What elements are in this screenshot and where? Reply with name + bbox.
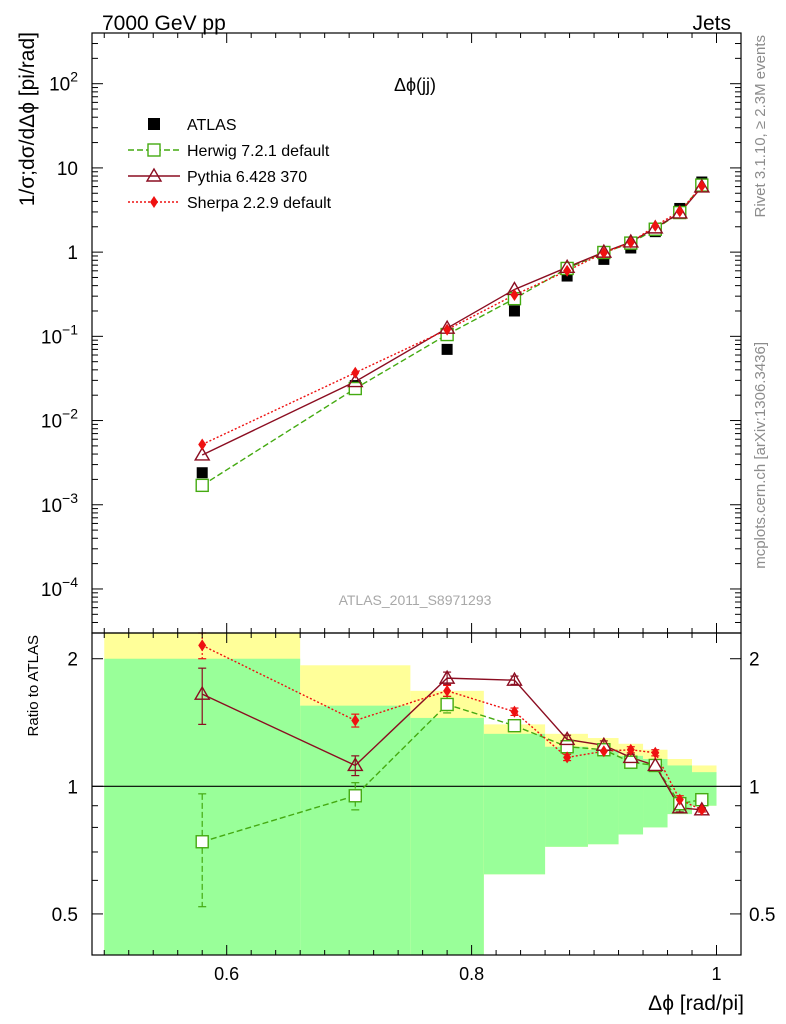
data-point-marker — [598, 253, 610, 265]
main-panel-series — [193, 176, 711, 493]
point-marker — [599, 745, 608, 758]
x-tick-label: 0.6 — [214, 964, 239, 984]
point-marker — [440, 697, 454, 712]
analysis-label: ATLAS_2011_S8971293 — [339, 592, 492, 608]
ratio-y-tick-label-right: 0.5 — [749, 905, 775, 926]
main-y-tick-label: 10−3 — [41, 490, 78, 517]
ratio-panel-frame — [91, 632, 742, 956]
ratio-series-line — [201, 677, 702, 811]
point-marker — [506, 671, 523, 686]
point-marker — [675, 793, 684, 806]
data-point-marker — [508, 305, 520, 317]
ratio-series-line — [202, 703, 702, 843]
point-marker — [347, 757, 364, 772]
point-marker — [348, 381, 362, 396]
axis-ticks: 0.6 0.8 1 10−4 10−3 10−2 10−1 1 10 102 0.5 0.5 1 1 2 2 — [41, 32, 775, 984]
data-point-marker — [441, 343, 453, 355]
point-marker — [651, 746, 660, 759]
point-marker — [198, 438, 207, 451]
side-rivet-label: Rivet 3.1.10, ≥ 2.3M events — [752, 35, 769, 218]
stat-uncertainty-band — [300, 705, 411, 955]
ratio-y-tick-label: 2 — [67, 650, 78, 671]
point-marker — [626, 236, 635, 249]
point-marker — [510, 705, 519, 718]
main-y-tick-label: 102 — [49, 69, 78, 96]
point-marker — [443, 684, 452, 697]
header-jets-label: Jets — [692, 12, 731, 35]
data-point-marker — [196, 467, 208, 479]
point-marker — [348, 789, 362, 803]
legend-label-atlas: ATLAS — [187, 117, 237, 134]
point-marker — [697, 179, 706, 192]
main-y-tick-label: 10−4 — [41, 574, 78, 601]
x-tick-label: 0.8 — [459, 964, 484, 984]
legend-label: Herwig 7.2.1 default — [187, 143, 330, 160]
ratio-uncertainty-bands — [104, 633, 717, 955]
point-marker — [697, 803, 706, 816]
point-marker — [622, 749, 640, 764]
ratio-y-tick-label-right: 2 — [749, 650, 760, 671]
point-marker — [558, 731, 576, 746]
axes-frames — [91, 32, 742, 956]
point-marker — [195, 478, 209, 493]
x-axis-label: Δϕ [rad/pi] — [648, 992, 744, 1015]
point-marker — [443, 323, 452, 336]
stat-uncertainty-band — [545, 746, 588, 847]
point-marker — [193, 685, 211, 700]
ratio-series-line — [201, 644, 703, 811]
point-marker — [145, 167, 163, 182]
point-marker — [651, 219, 660, 232]
stat-uncertainty-band — [587, 749, 619, 845]
point-marker — [510, 288, 519, 301]
series-line — [201, 185, 703, 446]
x-tick-label: 1 — [712, 964, 722, 984]
point-marker — [507, 719, 522, 733]
ratio-y-tick-label: 0.5 — [52, 905, 78, 926]
series-line — [201, 186, 703, 456]
plot-title: Δϕ(jj) — [394, 75, 436, 95]
point-marker — [647, 219, 664, 234]
data-point-marker — [148, 118, 160, 130]
legend: ATLAS Herwig 7.2.1 default Pythia 6.428 37… — [128, 117, 332, 212]
main-y-tick-label: 10 — [57, 159, 78, 180]
point-marker — [147, 143, 161, 157]
side-mcplots-label: mcplots.cern.ch [arXiv:1306.3436] — [752, 342, 769, 569]
point-marker — [351, 714, 360, 727]
point-marker — [599, 246, 608, 259]
point-marker — [198, 639, 207, 652]
main-y-axis-label: 1/σ;dσ/dΔϕ [pi/rad] — [16, 32, 39, 206]
point-marker — [563, 264, 572, 277]
main-y-tick-label: 10−1 — [41, 321, 78, 348]
ratio-panel-series — [92, 632, 741, 908]
point-marker — [675, 205, 684, 218]
point-marker — [563, 751, 572, 764]
point-marker — [351, 366, 360, 379]
point-marker — [347, 373, 364, 388]
stat-uncertainty-band — [410, 717, 484, 955]
ratio-y-axis-label: Ratio to ATLAS — [25, 635, 42, 736]
point-marker — [193, 446, 211, 461]
stat-uncertainty-band — [618, 755, 644, 835]
point-marker — [150, 196, 158, 208]
stat-uncertainty-band — [483, 733, 546, 875]
main-y-tick-label: 10−2 — [41, 406, 78, 433]
point-marker — [438, 669, 456, 684]
point-marker — [671, 799, 688, 814]
legend-label: Pythia 6.428 370 — [187, 169, 307, 186]
point-marker — [647, 757, 664, 772]
ratio-y-tick-label-right: 1 — [749, 777, 760, 798]
header-energy-label: 7000 GeV pp — [102, 12, 226, 35]
main-y-tick-label: 1 — [67, 243, 78, 264]
ratio-y-tick-label: 1 — [67, 777, 78, 798]
point-marker — [626, 743, 635, 756]
point-marker — [195, 835, 209, 849]
legend-label: Sherpa 2.2.9 default — [187, 195, 332, 212]
